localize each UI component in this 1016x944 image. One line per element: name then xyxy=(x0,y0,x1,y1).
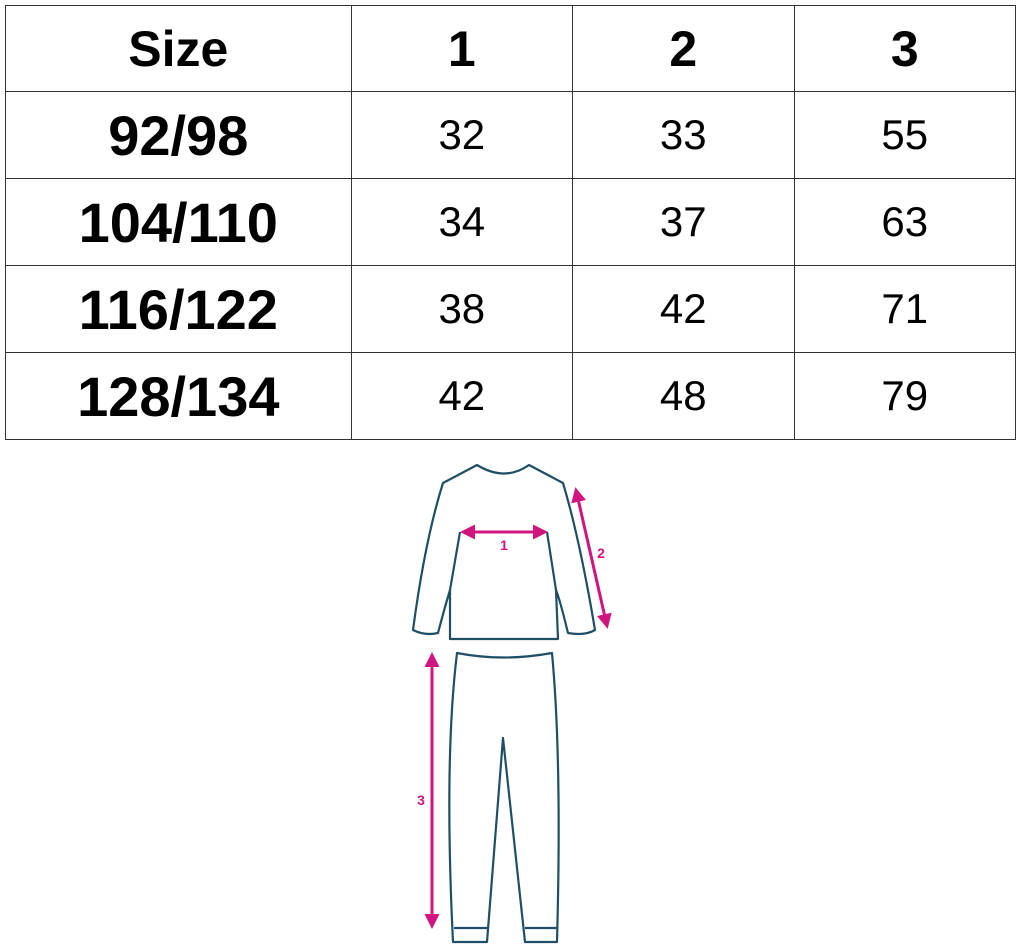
label-3: 3 xyxy=(417,792,425,808)
table-row: 128/134 42 48 79 xyxy=(5,352,1016,440)
label-2: 2 xyxy=(597,545,605,561)
value-cell: 79 xyxy=(793,352,1016,440)
header-2: 2 xyxy=(572,5,795,92)
table-row: 116/122 38 42 71 xyxy=(5,265,1016,353)
header-size: Size xyxy=(5,5,352,92)
size-cell: 116/122 xyxy=(5,265,352,353)
size-cell: 128/134 xyxy=(5,352,352,440)
label-1: 1 xyxy=(500,537,508,553)
value-cell: 42 xyxy=(350,352,574,440)
value-cell: 71 xyxy=(793,265,1016,353)
size-cell: 104/110 xyxy=(5,178,352,266)
value-cell: 48 xyxy=(572,352,795,440)
value-cell: 63 xyxy=(793,178,1016,266)
value-cell: 34 xyxy=(350,178,574,266)
header-1: 1 xyxy=(350,5,574,92)
value-cell: 38 xyxy=(350,265,574,353)
size-chart-table: Size 1 2 3 92/98 32 33 55 104/110 34 37 … xyxy=(5,5,1016,440)
value-cell: 42 xyxy=(572,265,795,353)
table-row: 92/98 32 33 55 xyxy=(5,91,1016,179)
value-cell: 55 xyxy=(793,91,1016,179)
table-row: 104/110 34 37 63 xyxy=(5,178,1016,266)
shirt-outline xyxy=(411,463,597,641)
pants-outline xyxy=(448,651,560,944)
value-cell: 37 xyxy=(572,178,795,266)
measurement-arrows xyxy=(424,487,612,929)
value-cell: 32 xyxy=(350,91,574,179)
arrow-2 xyxy=(571,487,612,629)
